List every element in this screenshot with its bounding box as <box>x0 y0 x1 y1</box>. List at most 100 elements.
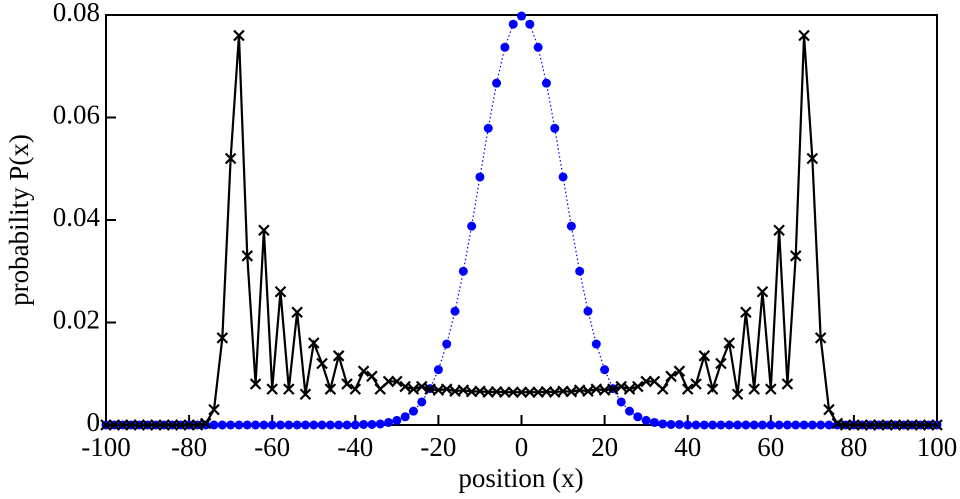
x-tick-label: 20 <box>591 432 618 462</box>
point <box>674 419 684 429</box>
point <box>699 420 709 430</box>
point <box>640 375 652 388</box>
point <box>789 250 802 262</box>
point <box>873 419 885 431</box>
point <box>283 383 295 395</box>
point <box>492 78 502 88</box>
point <box>334 420 344 430</box>
point <box>226 420 236 430</box>
x-tick-label: 0 <box>515 432 529 462</box>
point <box>615 380 627 393</box>
point <box>100 419 112 431</box>
point <box>292 420 302 430</box>
point <box>417 397 427 407</box>
x-tick-label: 100 <box>917 432 958 462</box>
point <box>199 417 212 430</box>
point <box>791 420 801 430</box>
point <box>541 78 551 88</box>
point <box>233 29 245 42</box>
point <box>133 419 146 431</box>
point <box>166 419 179 431</box>
point <box>324 383 337 395</box>
point <box>533 42 543 52</box>
point <box>749 420 759 430</box>
point <box>224 152 237 165</box>
y-tick-label: 0.04 <box>53 202 101 232</box>
point <box>183 419 195 431</box>
point <box>276 420 286 430</box>
point <box>341 378 353 390</box>
point <box>723 337 736 349</box>
point <box>483 123 493 133</box>
y-tick-label: 0.06 <box>53 100 100 130</box>
point <box>350 420 360 430</box>
x-tick-label: -40 <box>337 432 373 462</box>
x-tick-label: 40 <box>674 432 701 462</box>
point <box>856 419 868 431</box>
point <box>889 419 902 431</box>
point <box>391 375 403 388</box>
y-tick-label: 0.08 <box>53 0 100 27</box>
point <box>408 406 418 416</box>
point <box>623 383 636 395</box>
point <box>656 383 669 395</box>
point <box>914 419 927 431</box>
point <box>316 357 328 370</box>
point <box>284 420 294 430</box>
x-tick-label: -60 <box>254 432 290 462</box>
point <box>259 420 269 430</box>
point <box>740 306 752 319</box>
point <box>507 386 519 398</box>
point <box>325 420 335 430</box>
point <box>781 378 794 390</box>
point <box>524 386 536 398</box>
point <box>116 419 129 431</box>
point <box>765 383 777 395</box>
point <box>359 419 369 429</box>
point <box>317 420 327 430</box>
point <box>881 419 893 431</box>
point <box>475 172 485 182</box>
point <box>342 420 352 430</box>
point <box>731 388 744 401</box>
point <box>691 420 701 430</box>
point <box>158 419 170 431</box>
point <box>807 420 817 430</box>
point <box>515 386 528 398</box>
point <box>814 332 827 344</box>
point <box>440 383 453 395</box>
point <box>681 383 694 395</box>
point <box>234 420 244 430</box>
point <box>757 420 767 430</box>
point <box>300 420 310 430</box>
series-line <box>106 15 937 426</box>
point <box>274 285 287 298</box>
point <box>433 365 443 375</box>
point <box>241 250 254 262</box>
point <box>216 332 229 344</box>
point <box>267 420 277 430</box>
point <box>774 420 784 430</box>
point <box>416 380 428 393</box>
point <box>499 386 511 398</box>
point <box>251 420 261 430</box>
point <box>641 415 651 425</box>
point <box>558 172 568 182</box>
point <box>600 365 610 375</box>
point <box>848 419 860 431</box>
point <box>756 285 769 298</box>
point <box>708 420 718 430</box>
point <box>649 417 659 427</box>
point <box>864 419 877 431</box>
point <box>467 221 477 231</box>
point <box>897 419 910 431</box>
point <box>242 420 252 430</box>
point <box>782 420 792 430</box>
point <box>309 420 319 430</box>
point <box>741 420 751 430</box>
point <box>500 42 510 52</box>
point <box>366 370 378 383</box>
point <box>266 383 278 395</box>
point <box>816 420 826 430</box>
point <box>798 29 810 42</box>
